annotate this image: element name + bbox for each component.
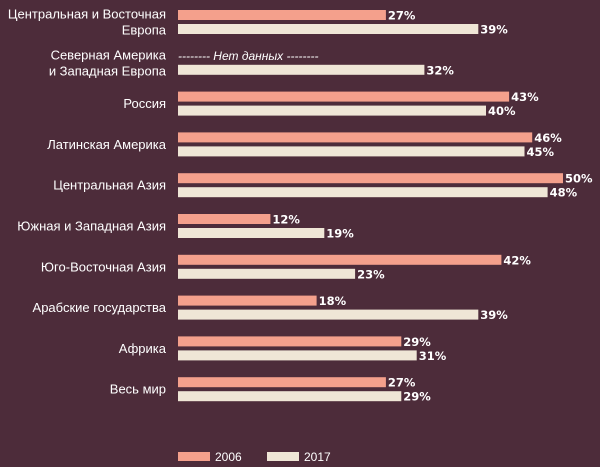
value-label: 31% (419, 349, 447, 363)
category-label: Африка (119, 341, 167, 356)
category-label: и Западная Европа (49, 63, 167, 78)
bar-2006 (178, 377, 386, 388)
category-label: Латинская Америка (47, 137, 167, 152)
bar-2017 (178, 228, 325, 238)
bar-2017 (178, 309, 479, 320)
bar-2017 (178, 24, 479, 34)
value-label: 27% (388, 9, 416, 23)
value-label: 40% (488, 104, 516, 118)
value-label: 46% (534, 131, 562, 145)
bar-2017 (178, 391, 402, 402)
value-label: 39% (480, 308, 508, 322)
category-label: Южная и Западная Азия (17, 219, 166, 234)
value-label: 43% (511, 90, 539, 104)
legend-label: 2006 (215, 450, 242, 464)
value-label: 45% (527, 145, 555, 159)
value-label: 39% (480, 23, 508, 37)
category-label: Арабские государства (33, 300, 167, 315)
value-label: 18% (319, 294, 347, 308)
bar-2006 (178, 336, 402, 347)
bar-2006 (178, 214, 271, 224)
value-label: 12% (272, 213, 300, 227)
bar-2006 (178, 10, 386, 20)
value-label: 32% (426, 63, 454, 77)
bar-2017 (178, 350, 417, 361)
value-label: 27% (388, 376, 416, 390)
bar-2006 (178, 91, 510, 102)
value-label: 29% (403, 390, 431, 404)
bar-2017 (178, 64, 425, 75)
bar-2006 (178, 254, 502, 265)
bar-2006 (178, 295, 317, 306)
category-label: Юго-Восточная Азия (41, 259, 166, 274)
no-data-label: -------- Нет данных -------- (178, 49, 318, 63)
category-label: Весь мир (110, 382, 166, 397)
value-label: 29% (403, 335, 431, 349)
legend-swatch-2006 (178, 452, 210, 461)
value-label: 23% (357, 267, 385, 281)
value-label: 50% (565, 172, 593, 186)
category-label: Северная Америка (51, 47, 167, 62)
value-label: 48% (550, 186, 578, 200)
bar-2006 (178, 132, 533, 143)
value-label: 42% (503, 253, 531, 267)
bar-2017 (178, 187, 548, 198)
category-label: Европа (122, 23, 167, 38)
bar-2017 (178, 268, 356, 279)
bar-2017 (178, 105, 486, 116)
category-label: Центральная Азия (53, 178, 166, 193)
bar-2017 (178, 146, 525, 157)
category-label: Россия (123, 96, 166, 111)
category-label: Центральная и Восточная (8, 7, 166, 22)
value-label: 19% (326, 227, 354, 241)
bar-2006 (178, 173, 563, 184)
legend-swatch-2017 (267, 452, 299, 461)
legend-label: 2017 (304, 450, 331, 464)
